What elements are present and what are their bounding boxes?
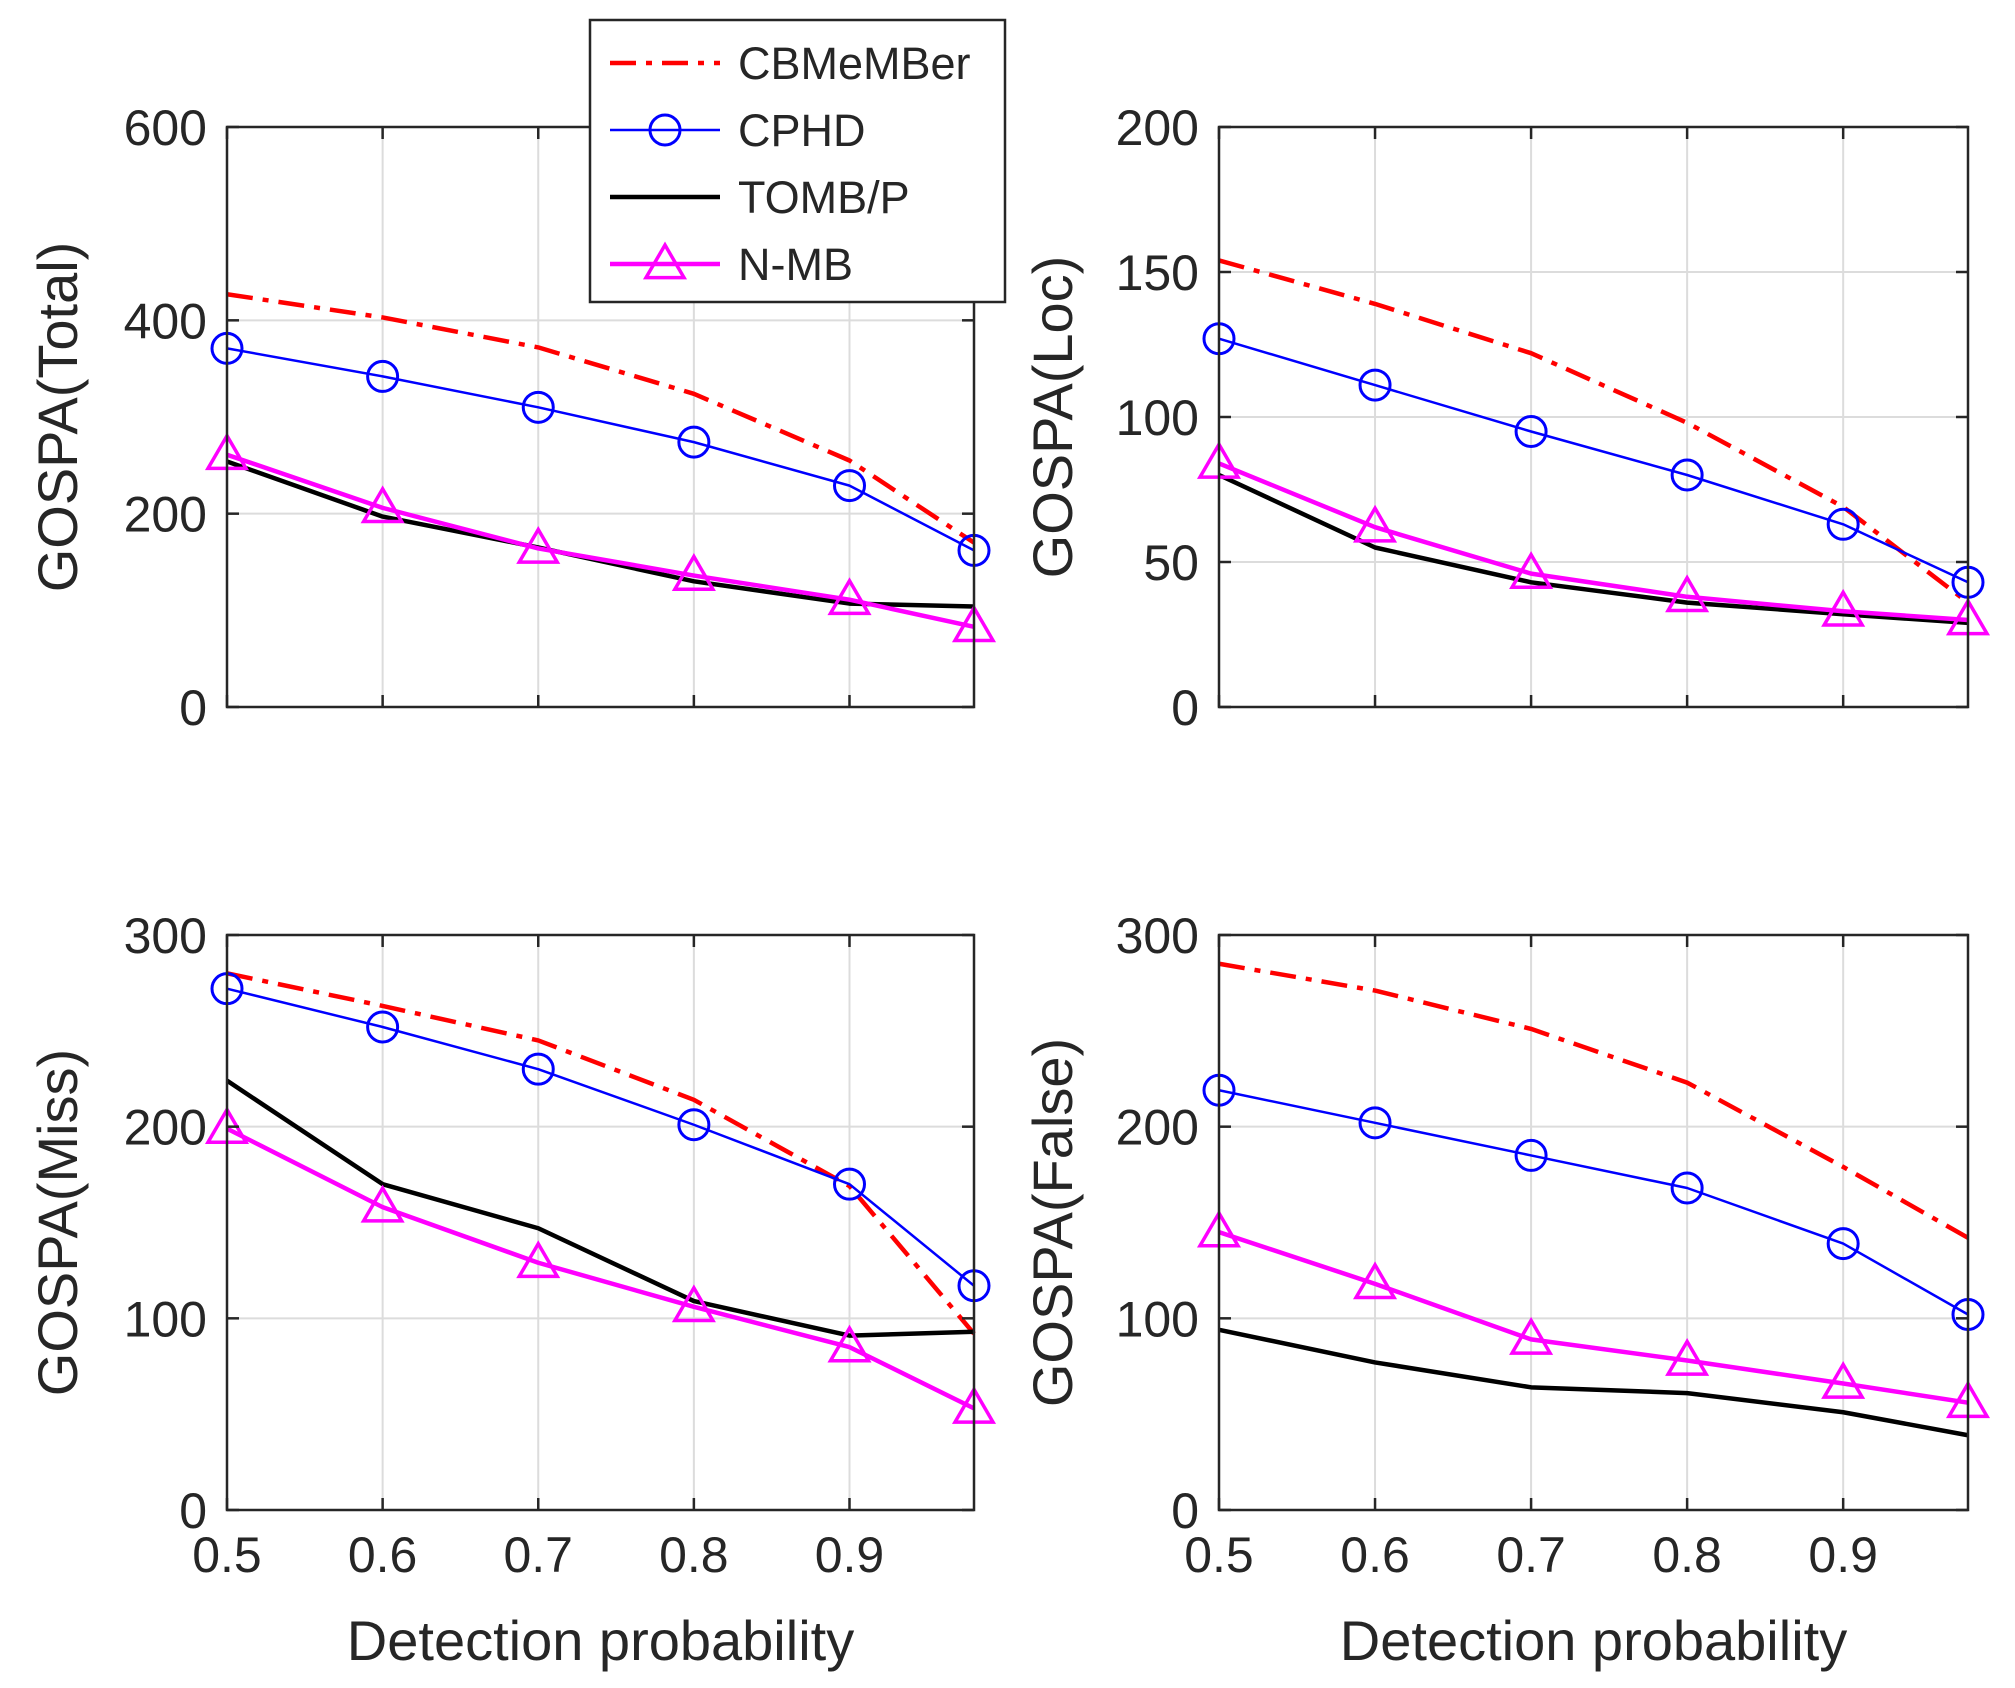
series-line-cphd: [226, 987, 975, 1287]
y-tick-label: 200: [1116, 1100, 1199, 1156]
y-tick-label: 50: [1143, 535, 1199, 591]
data-point-cphd: [1358, 368, 1392, 402]
axes-box: [225, 933, 976, 1512]
data-point-n-mb: [671, 553, 716, 591]
legend-marker-cphd: [648, 113, 682, 147]
y-tick-label: 200: [1116, 100, 1199, 156]
data-point-cphd: [833, 1167, 866, 1201]
chart-panel-2: 0 50 100 150 200 GOSPA(Loc): [1021, 100, 1991, 736]
y-tick-label: 0: [179, 1483, 207, 1539]
data-point-cphd: [1514, 1138, 1548, 1172]
data-point-n-mb: [1509, 551, 1554, 590]
x-tick-label: 0.5: [192, 1527, 262, 1583]
data-point-cphd: [521, 1052, 555, 1086]
y-tick-label: 300: [124, 908, 207, 964]
legend-label-n-mb: N-MB: [738, 239, 853, 290]
data-point-n-mb: [360, 485, 405, 524]
series-line-n-mb: [225, 1126, 975, 1411]
x-tick-label: 0.6: [348, 1527, 418, 1583]
data-point-cphd: [833, 469, 866, 503]
data-point-cphd: [1826, 507, 1860, 541]
y-tick-label: 200: [124, 1100, 207, 1156]
chart-panels: 0 200 400 600 GOSPA(Total) 0 50 100 150 200 GOSPA(…: [26, 100, 1991, 1672]
data-point-cphd: [521, 390, 555, 424]
x-tick-label: 0.7: [1496, 1527, 1566, 1583]
x-tick-label: 0.9: [815, 1527, 885, 1583]
plot-area: [1219, 935, 1968, 1510]
y-axis-label: GOSPA(Total): [26, 242, 89, 593]
data-point-n-mb: [827, 577, 872, 616]
series-line-cphd: [1218, 337, 1969, 584]
data-point-n-mb: [516, 1240, 561, 1279]
data-point-n-mb: [1665, 574, 1710, 613]
y-tick-label: 200: [124, 487, 207, 543]
series-line-cphd: [1218, 1089, 1969, 1316]
x-tick-label: 0.6: [1340, 1527, 1410, 1583]
y-tick-label: 100: [124, 1291, 207, 1347]
y-axis-label: GOSPA(False): [1021, 1038, 1084, 1407]
series-line-cbmember: [1218, 258, 1970, 605]
data-point-n-mb: [360, 1184, 405, 1223]
data-point-cphd: [1514, 415, 1548, 448]
data-point-n-mb: [671, 1284, 716, 1323]
chart-panel-4: 0 100 200 300 0.5 0.6 0.7 0.8 0.9 GOSPA(False) Det…: [1021, 908, 1991, 1672]
y-tick-label: 600: [124, 100, 207, 156]
x-axis-label: Detection probability: [1340, 1609, 1847, 1672]
y-tick-label: 0: [179, 680, 207, 736]
y-tick-label: 300: [1116, 908, 1199, 964]
y-tick-label: 0: [1171, 680, 1199, 736]
series-line-cphd: [226, 347, 975, 552]
x-tick-label: 0.7: [503, 1527, 573, 1583]
chart-panel-3: 0 100 200 300 0.5 0.6 0.7 0.8 0.9 GOSPA(Miss) Dete…: [26, 908, 997, 1672]
data-point-n-mb: [1665, 1338, 1710, 1376]
y-tick-label: 100: [1116, 1291, 1199, 1347]
series-line-cbmember: [226, 971, 976, 1336]
data-point-cphd: [1670, 458, 1704, 492]
x-tick-label: 0.8: [659, 1527, 729, 1583]
plot-area: [227, 935, 974, 1510]
x-tick-label: 0.5: [1184, 1527, 1254, 1583]
y-axis-label: GOSPA(Loc): [1021, 256, 1084, 579]
axes-box: [1217, 933, 1970, 1512]
y-tick-label: 400: [124, 293, 207, 349]
data-point-cphd: [677, 1108, 711, 1142]
y-tick-label: 150: [1116, 245, 1199, 301]
legend-label-tomb-p: TOMB/P: [738, 172, 910, 223]
series-line-tomb-p: [1218, 472, 1969, 626]
data-point-cphd: [677, 425, 711, 459]
data-point-n-mb: [827, 1324, 872, 1363]
data-point-cphd: [366, 1010, 400, 1044]
data-point-cphd: [1358, 1106, 1392, 1140]
data-point-n-mb: [516, 525, 561, 564]
data-point-cphd: [1826, 1227, 1860, 1261]
data-point-n-mb: [1509, 1316, 1554, 1355]
data-point-n-mb: [1352, 1261, 1398, 1300]
series-line-n-mb: [1218, 1229, 1969, 1405]
series-line-n-mb: [1218, 461, 1969, 623]
data-point-cphd: [1670, 1171, 1704, 1205]
series-line-cbmember: [1218, 961, 1970, 1240]
data-point-n-mb: [1821, 1361, 1866, 1399]
legend-label-cphd: CPHD: [738, 105, 866, 156]
data-point-cphd: [366, 359, 400, 393]
x-axis-label: Detection probability: [347, 1609, 854, 1672]
series-line-tomb-p: [225, 1078, 975, 1338]
legend-label-cbmember: CBMeMBer: [738, 38, 971, 89]
y-axis-label: GOSPA(Miss): [26, 1049, 89, 1396]
series-line-tomb-p: [1218, 1327, 1969, 1438]
series-line-n-mb: [226, 452, 975, 629]
x-tick-label: 0.9: [1808, 1527, 1878, 1583]
x-tick-label: 0.8: [1652, 1527, 1722, 1583]
y-tick-label: 0: [1171, 1483, 1199, 1539]
data-point-n-mb: [1821, 588, 1866, 627]
legend-marker-n-mb: [642, 241, 688, 280]
data-point-n-mb: [1352, 504, 1398, 543]
y-tick-label: 100: [1116, 390, 1199, 446]
legend: CBMeMBer CPHD TOMB/P N-MB: [588, 18, 1007, 304]
